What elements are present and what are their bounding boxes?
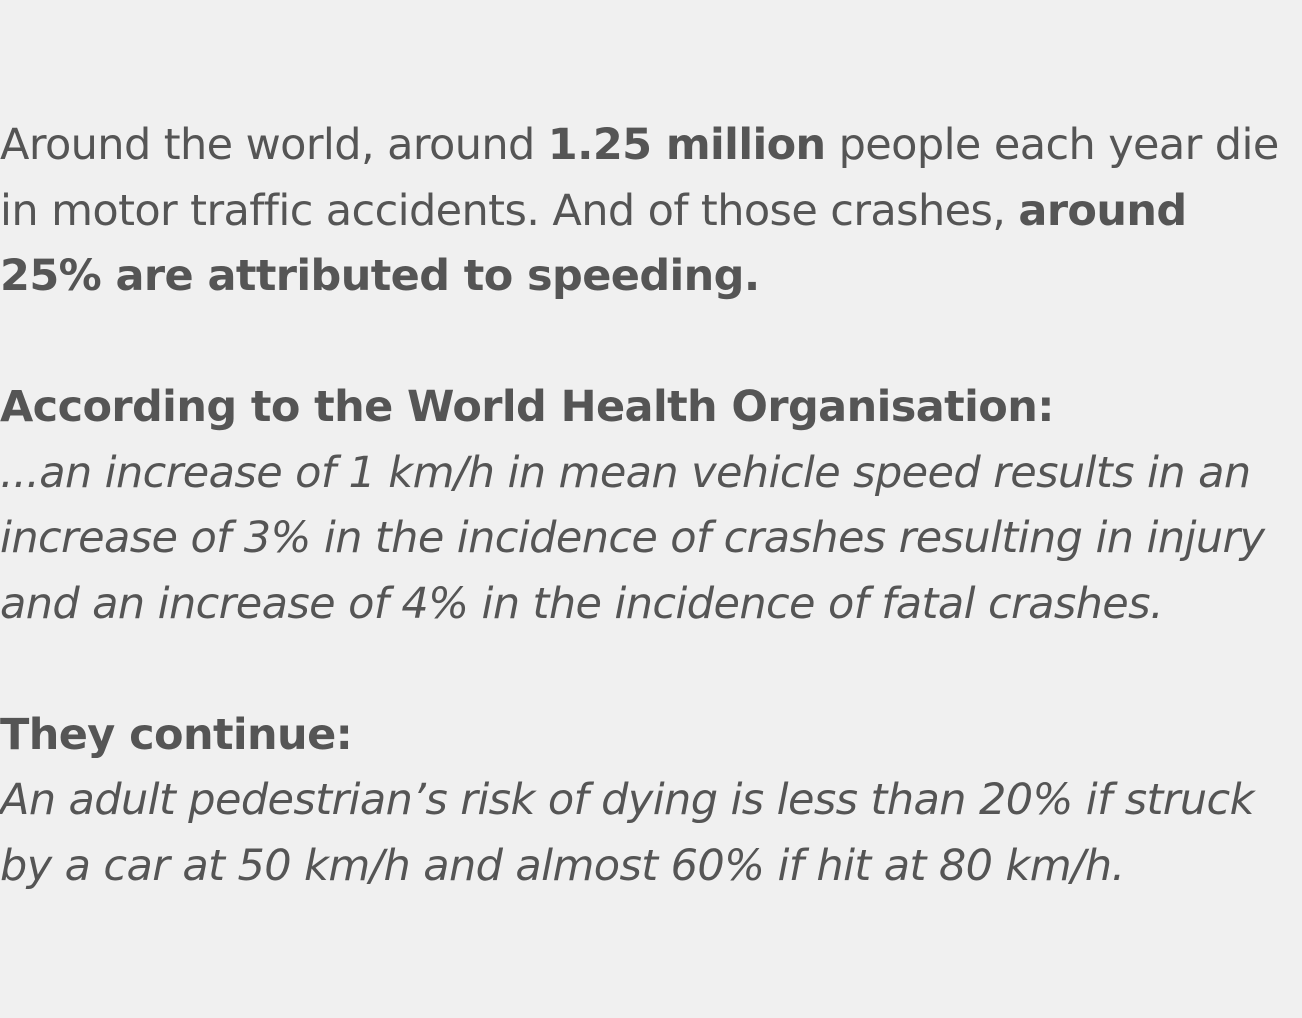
who-heading: According to the World Health Organisati… [0,375,1302,441]
intro-bold-deaths: 1.25 million [547,120,826,170]
article-body: Around the world, around 1.25 million pe… [0,113,1302,899]
spacer [0,637,1302,703]
who-quote: ...an increase of 1 km/h in mean vehicle… [0,447,1265,629]
spacer [0,310,1302,376]
intro-text-1: Around the world, around [0,120,548,170]
continue-quote: An adult pedestrian’s risk of dying is l… [0,775,1254,891]
intro-bold-speeding: around 25% are attributed to speeding. [0,185,1187,302]
intro-paragraph: Around the world, around 1.25 million pe… [0,113,1302,310]
intro-text-2: people each year die in motor traffic ac… [0,120,1279,236]
continue-heading: They continue: [0,703,1302,769]
who-heading-text: According to the World Health Organisati… [0,382,1054,432]
continue-heading-text: They continue: [0,709,353,760]
